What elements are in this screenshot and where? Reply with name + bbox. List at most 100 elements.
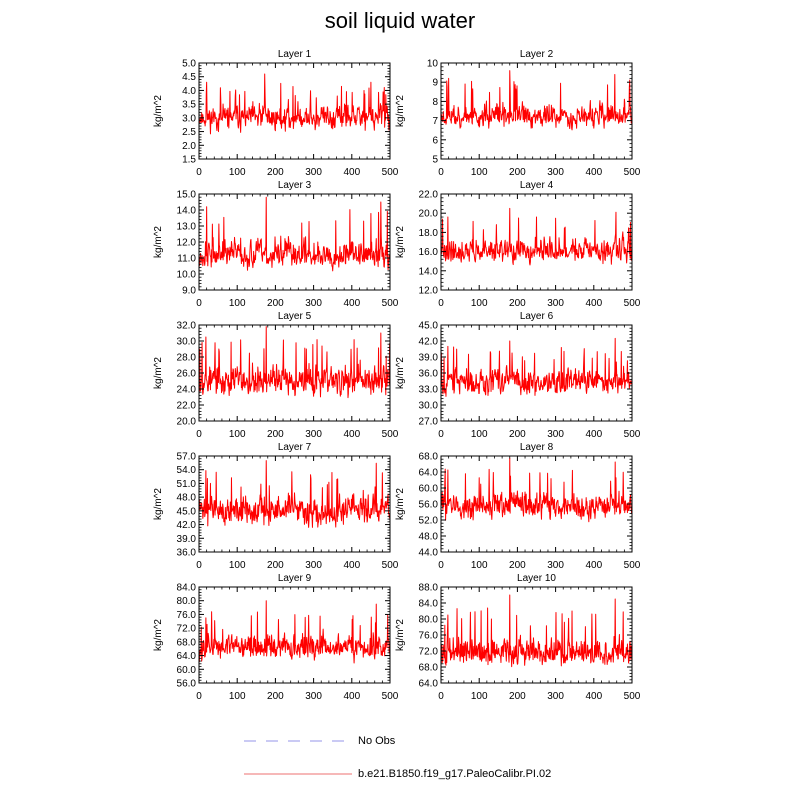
x-tick-label: 400: [343, 429, 360, 440]
panel-title: Layer 10: [517, 573, 556, 584]
x-tick-label: 100: [229, 167, 246, 178]
series-line: [440, 337, 633, 397]
y-axis-label: kg/m^2: [395, 95, 406, 127]
y-tick-label: 12.0: [419, 286, 439, 297]
y-tick-label: 84.0: [177, 583, 197, 594]
y-tick-label: 42.0: [177, 520, 197, 531]
x-tick-label: 300: [305, 167, 322, 178]
chart-panel-6: Layer 6 kg/m^2 0 100 200 300 400 500 27.0 30.0 33.…: [395, 311, 641, 440]
x-tick-label: 0: [438, 560, 444, 571]
x-tick-label: 0: [438, 298, 444, 309]
plot-frame: [198, 586, 391, 684]
y-tick-label: 56.0: [177, 679, 197, 690]
y-tick-label: 18.0: [419, 228, 439, 239]
y-tick-label: 44.0: [419, 548, 439, 559]
series-line: [440, 70, 633, 131]
panel-title: Layer 1: [278, 49, 312, 60]
x-tick-label: 200: [509, 167, 526, 178]
y-tick-label: 27.0: [419, 417, 439, 428]
y-tick-label: 36.0: [419, 369, 439, 380]
series-line: [440, 594, 633, 668]
y-tick-label: 16.0: [419, 247, 439, 258]
y-tick-label: 22.0: [177, 401, 197, 412]
panel-title: Layer 4: [520, 180, 554, 191]
x-tick-label: 200: [267, 429, 284, 440]
y-tick-label: 6: [432, 135, 438, 146]
y-tick-label: 72.0: [177, 624, 197, 635]
x-tick-label: 300: [305, 691, 322, 702]
x-tick-label: 100: [471, 298, 488, 309]
y-tick-label: 48.0: [177, 493, 197, 504]
y-tick-label: 20.0: [419, 209, 439, 220]
y-tick-label: 76.0: [419, 631, 439, 642]
chart-panel-9: Layer 9 kg/m^2 0 100 200 300 400 500 56.0 60.0 64.…: [153, 573, 399, 702]
y-tick-label: 10: [427, 59, 439, 70]
y-tick-label: 7: [432, 116, 438, 127]
chart-panel-8: Layer 8 kg/m^2 0 100 200 300 400 500 44.0 48.0 52.…: [395, 442, 641, 571]
y-tick-label: 39.0: [177, 534, 197, 545]
y-tick-label: 32.0: [177, 321, 197, 332]
y-tick-label: 76.0: [177, 610, 197, 621]
x-tick-label: 100: [471, 560, 488, 571]
page-title: soil liquid water: [324, 8, 476, 33]
chart-panel-1: Layer 1 kg/m^2 0 100 200 300 400 500 1.5 2.0 2.5 3.…: [153, 49, 399, 178]
y-tick-label: 2.0: [182, 141, 196, 152]
series-line: [198, 600, 391, 664]
y-tick-label: 8: [432, 97, 438, 108]
x-tick-label: 200: [267, 560, 284, 571]
y-tick-label: 22.0: [419, 190, 439, 201]
chart-panel-7: Layer 7 kg/m^2 0 100 200 300 400 500 36.0 39.0 42.…: [153, 442, 399, 571]
x-tick-label: 0: [438, 691, 444, 702]
y-tick-label: 1.5: [182, 155, 196, 166]
x-tick-label: 500: [382, 560, 399, 571]
y-tick-label: 33.0: [419, 385, 439, 396]
panel-title: Layer 5: [278, 311, 312, 322]
x-tick-label: 300: [547, 429, 564, 440]
chart-panel-3: Layer 3 kg/m^2 0 100 200 300 400 500 9.0 10.0 11.0…: [153, 180, 399, 309]
y-axis-label: kg/m^2: [395, 488, 406, 520]
series-line: [440, 207, 633, 266]
panel-title: Layer 9: [278, 573, 312, 584]
x-tick-label: 0: [196, 298, 202, 309]
y-tick-label: 26.0: [177, 369, 197, 380]
x-tick-label: 100: [229, 691, 246, 702]
y-tick-label: 15.0: [177, 190, 197, 201]
y-tick-label: 84.0: [419, 599, 439, 610]
x-tick-label: 300: [547, 167, 564, 178]
y-tick-label: 9.0: [182, 286, 196, 297]
y-tick-label: 52.0: [419, 516, 439, 527]
x-tick-label: 400: [585, 560, 602, 571]
y-tick-label: 80.0: [419, 615, 439, 626]
series-line: [198, 326, 391, 399]
y-tick-label: 36.0: [177, 548, 197, 559]
x-tick-label: 400: [343, 691, 360, 702]
y-tick-label: 13.0: [177, 222, 197, 233]
series-line: [198, 196, 391, 272]
y-tick-label: 5: [432, 155, 438, 166]
x-tick-label: 500: [382, 429, 399, 440]
panel-title: Layer 3: [278, 180, 312, 191]
panel-title: Layer 7: [278, 442, 312, 453]
y-axis-label: kg/m^2: [153, 619, 164, 651]
x-tick-label: 400: [585, 167, 602, 178]
panel-title: Layer 8: [520, 442, 554, 453]
y-tick-label: 64.0: [419, 679, 439, 690]
x-tick-label: 500: [624, 298, 641, 309]
x-tick-label: 0: [438, 167, 444, 178]
y-tick-label: 28.0: [177, 353, 197, 364]
x-tick-label: 500: [624, 429, 641, 440]
chart-panel-10: Layer 10 kg/m^2 0 100 200 300 400 500 64.0 68.0 72…: [395, 573, 641, 702]
plot-frame: [440, 62, 633, 160]
plot-frame: [198, 324, 391, 422]
x-tick-label: 400: [343, 298, 360, 309]
y-tick-label: 88.0: [419, 583, 439, 594]
x-tick-label: 500: [624, 691, 641, 702]
x-tick-label: 100: [229, 298, 246, 309]
y-tick-label: 3.5: [182, 100, 196, 111]
y-tick-label: 42.0: [419, 337, 439, 348]
x-tick-label: 100: [229, 560, 246, 571]
legend-no-obs-label: No Obs: [358, 735, 396, 747]
x-tick-label: 400: [343, 167, 360, 178]
y-tick-label: 57.0: [177, 452, 197, 463]
